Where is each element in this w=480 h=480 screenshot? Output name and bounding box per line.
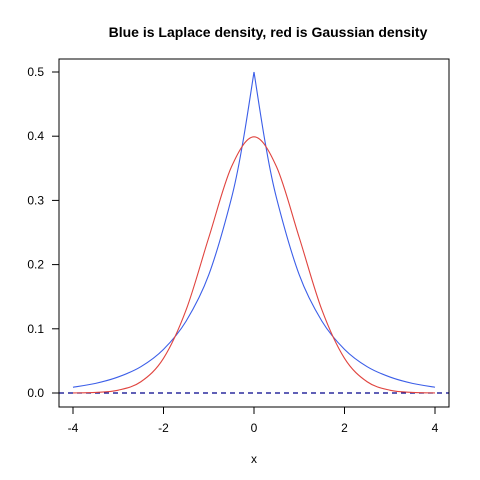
plot-area — [59, 71, 449, 394]
y-tick-label: 0.2 — [27, 258, 44, 272]
y-tick-label: 0.1 — [27, 322, 44, 336]
plot-frame — [58, 58, 450, 408]
y-axis: 0.0 0.1 0.2 0.3 0.4 0.5 — [27, 65, 59, 400]
chart-title: Blue is Laplace density, red is Gaussian… — [109, 24, 428, 40]
x-tick-label: -2 — [158, 421, 169, 435]
y-tick-label: 0.3 — [27, 193, 44, 207]
y-tick-label: 0.5 — [27, 65, 44, 79]
x-tick-label: 4 — [432, 421, 439, 435]
series-line-2 — [72, 136, 436, 394]
y-tick-label: 0.4 — [27, 129, 44, 143]
x-tick-label: 2 — [341, 421, 348, 435]
y-tick-label: 0.0 — [27, 386, 44, 400]
x-tick-label: -4 — [68, 421, 79, 435]
x-tick-label: 0 — [251, 421, 258, 435]
x-axis-label: x — [251, 452, 257, 466]
x-axis: -4 -2 0 2 4 — [68, 407, 439, 435]
series-line-1 — [72, 71, 436, 388]
